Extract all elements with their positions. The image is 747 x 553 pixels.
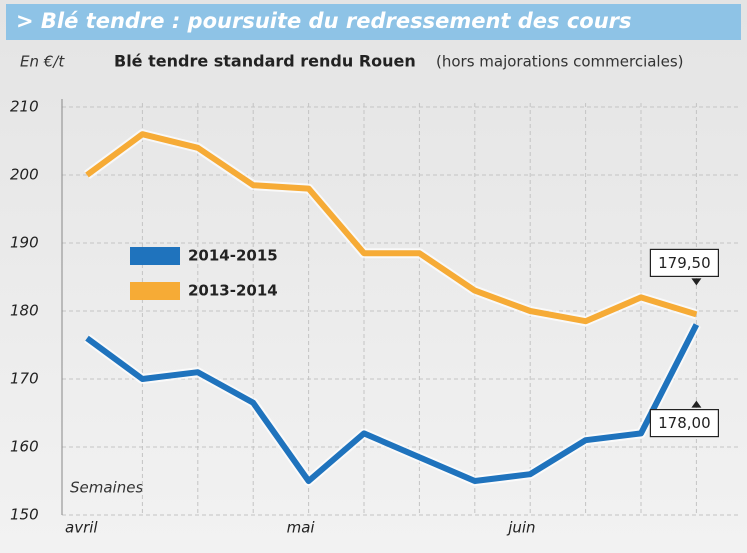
value-label-pointer bbox=[691, 278, 702, 286]
value-label-box bbox=[649, 248, 720, 277]
chart-title: > Blé tendre : poursuite du redressement… bbox=[16, 9, 632, 33]
x-tick-label: juin bbox=[506, 519, 535, 537]
y-tick-label: 210 bbox=[10, 98, 39, 116]
y-tick-label: 150 bbox=[10, 506, 39, 524]
value-label-box bbox=[649, 409, 720, 438]
y-tick-label: 160 bbox=[10, 438, 39, 456]
value-label: 179,50 bbox=[658, 254, 711, 272]
legend-label: 2014-2015 bbox=[188, 247, 278, 265]
value-label: 178,00 bbox=[658, 414, 711, 432]
legend-swatch bbox=[130, 282, 180, 300]
unit-label: En €/t bbox=[20, 53, 65, 71]
series-line bbox=[85, 323, 700, 484]
series-line bbox=[85, 131, 698, 325]
y-tick-label: 190 bbox=[10, 234, 39, 252]
y-tick-label: 170 bbox=[10, 370, 39, 388]
value-label-pointer bbox=[691, 400, 702, 408]
y-tick-label: 200 bbox=[10, 166, 39, 184]
title-banner bbox=[6, 4, 741, 40]
x-tick-label: mai bbox=[287, 519, 316, 537]
subtitle: Blé tendre standard rendu Rouen bbox=[114, 52, 416, 71]
x-tick-label: avril bbox=[65, 519, 98, 537]
x-annotation: Semaines bbox=[70, 479, 143, 497]
subtitle-note: (hors majorations commerciales) bbox=[436, 53, 684, 71]
y-tick-label: 180 bbox=[10, 302, 39, 320]
legend-label: 2013-2014 bbox=[188, 282, 278, 300]
legend-swatch bbox=[130, 247, 180, 265]
